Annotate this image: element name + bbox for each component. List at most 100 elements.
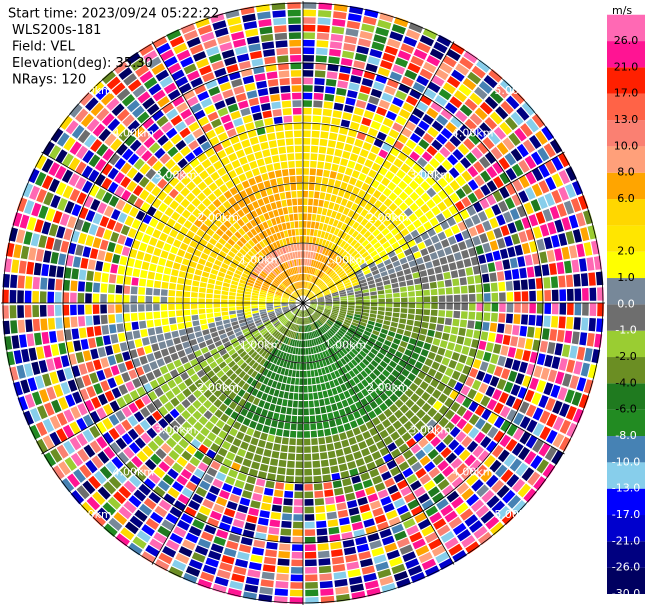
gate — [255, 423, 264, 432]
colorbar-segment — [607, 330, 645, 358]
gate — [207, 343, 216, 351]
gate — [303, 54, 315, 62]
gate — [431, 206, 441, 216]
gate — [344, 143, 353, 152]
gate — [278, 247, 284, 255]
gate — [189, 456, 201, 467]
gate — [344, 364, 352, 372]
gate — [370, 391, 379, 400]
gate — [397, 50, 412, 61]
gate — [128, 495, 142, 508]
gate — [123, 313, 131, 322]
gate — [70, 316, 78, 328]
gate — [62, 292, 70, 303]
gate — [180, 468, 192, 480]
gate — [418, 138, 430, 150]
gate — [319, 254, 324, 262]
gate — [106, 97, 120, 111]
gate — [255, 478, 266, 487]
gate — [44, 402, 55, 417]
gate — [383, 279, 391, 286]
gate — [192, 320, 200, 327]
gate — [51, 465, 65, 480]
gate — [436, 498, 449, 510]
gate — [277, 224, 283, 232]
colorbar-tick-label: 8.0 — [617, 166, 635, 179]
gate — [260, 409, 269, 417]
gate — [56, 428, 68, 443]
gate — [224, 96, 237, 106]
gate — [347, 294, 355, 298]
gate — [313, 287, 319, 293]
gate — [344, 319, 352, 324]
gate — [214, 289, 221, 295]
gate — [305, 566, 318, 574]
gate — [280, 406, 287, 414]
gate — [35, 171, 47, 187]
gate — [291, 331, 296, 339]
gate — [332, 187, 340, 196]
gate — [242, 353, 250, 361]
gate — [195, 58, 210, 69]
gate — [349, 403, 358, 412]
gate — [281, 299, 289, 302]
gate — [129, 515, 144, 529]
gate — [367, 493, 379, 503]
gate — [320, 231, 326, 239]
gate — [276, 382, 282, 390]
colorbar-tick-label: 21.0 — [614, 60, 639, 73]
gate — [547, 341, 556, 355]
gate — [230, 337, 238, 344]
gate — [303, 408, 309, 416]
gate — [288, 24, 301, 32]
gate — [288, 17, 301, 25]
gate — [227, 16, 242, 26]
gate — [23, 363, 34, 377]
gate — [466, 473, 479, 487]
gate — [216, 255, 225, 262]
gate — [281, 520, 292, 529]
gate — [259, 165, 267, 174]
gate — [303, 85, 313, 92]
gate — [312, 115, 322, 123]
gate — [426, 268, 435, 276]
gate — [579, 332, 588, 346]
gate — [116, 275, 124, 285]
gate — [33, 262, 42, 276]
gate — [229, 291, 236, 296]
gate — [485, 342, 494, 353]
gate — [565, 274, 574, 288]
gate — [331, 326, 338, 333]
gate — [460, 311, 468, 319]
gate — [254, 225, 261, 234]
gate — [264, 156, 273, 165]
gate — [393, 473, 405, 483]
gate — [530, 455, 543, 470]
gate — [317, 25, 330, 33]
gate — [324, 295, 332, 299]
gate — [94, 173, 106, 186]
gate — [349, 420, 358, 429]
gate — [270, 251, 277, 259]
gate — [246, 319, 254, 325]
gate — [290, 183, 297, 191]
gate — [228, 307, 236, 311]
gate — [425, 210, 435, 220]
gate — [294, 274, 297, 282]
gate — [297, 317, 300, 325]
gate — [214, 436, 224, 446]
gate — [300, 348, 303, 355]
gate — [557, 386, 568, 401]
gate — [573, 273, 581, 287]
gate — [332, 110, 343, 119]
gate — [348, 247, 356, 255]
gate — [454, 129, 467, 142]
gate — [285, 278, 291, 285]
gate — [86, 270, 94, 281]
gate — [295, 228, 299, 236]
gate — [451, 370, 461, 381]
gate — [500, 405, 511, 418]
gate — [239, 236, 247, 245]
gate — [291, 551, 303, 559]
gate — [168, 449, 180, 461]
